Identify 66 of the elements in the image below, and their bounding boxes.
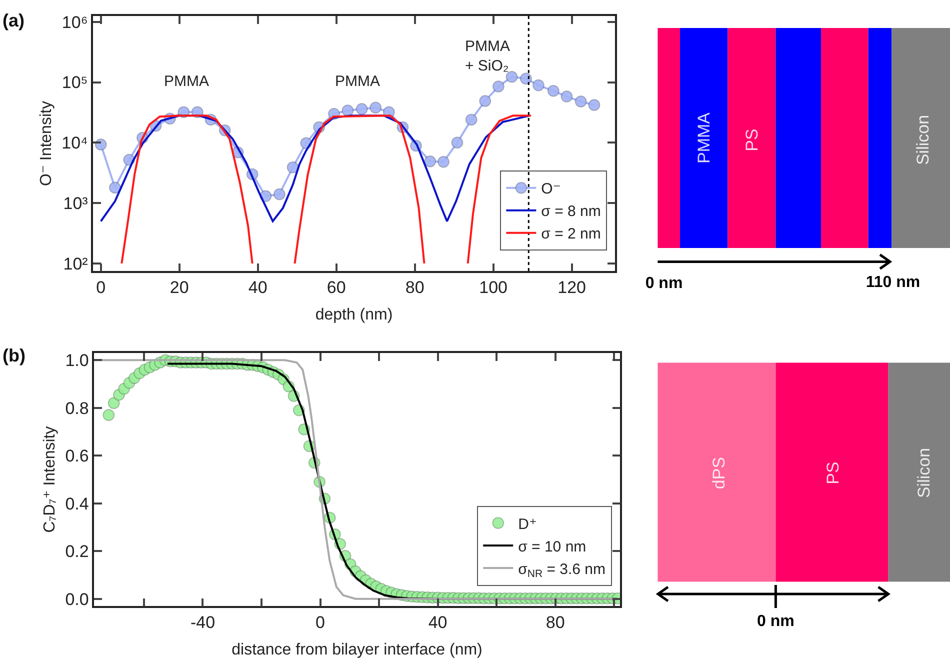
point bbox=[520, 72, 532, 85]
x-tick-label: 40 bbox=[428, 613, 448, 632]
y-tick-label: 0.2 bbox=[65, 542, 89, 562]
legend-label: σ = 8 nm bbox=[541, 203, 601, 220]
point bbox=[479, 94, 492, 107]
text: 0 nm bbox=[757, 612, 794, 630]
x-tick-label: 40 bbox=[248, 278, 268, 298]
point bbox=[273, 188, 286, 200]
y-tick-label: 10⁴ bbox=[62, 134, 88, 153]
point bbox=[356, 103, 368, 116]
x-tick-label: 120 bbox=[558, 278, 586, 298]
legend-label: D⁺ bbox=[518, 516, 537, 533]
y-tick-label: 0.6 bbox=[65, 446, 89, 466]
point bbox=[424, 155, 436, 168]
y-tick-label: 10² bbox=[63, 254, 88, 274]
y-tick-label: 10⁶ bbox=[62, 12, 88, 32]
chart-title: (a) bbox=[2, 10, 25, 30]
point bbox=[370, 102, 382, 114]
x-tick-label: 80 bbox=[546, 613, 565, 632]
point bbox=[506, 70, 518, 83]
x-tick-label: 60 bbox=[326, 278, 346, 298]
y-axis-title: O⁻ Intensity bbox=[38, 101, 56, 186]
legend-label: σ = 10 nm bbox=[518, 538, 586, 556]
annotation: PMMA bbox=[164, 73, 209, 90]
x-tick-label: 80 bbox=[405, 278, 424, 298]
annotation: PMMA + SiO₂ bbox=[465, 38, 510, 74]
legend-label: O⁻ bbox=[541, 180, 561, 198]
point bbox=[547, 84, 560, 97]
text: PMMA bbox=[694, 112, 714, 164]
point bbox=[574, 96, 587, 108]
text: dPS bbox=[710, 456, 728, 490]
x-axis-title: distance from bilayer interface (nm) bbox=[232, 641, 482, 658]
chart-title: (b) bbox=[2, 345, 26, 366]
point bbox=[286, 161, 299, 174]
point bbox=[94, 138, 107, 151]
y-axis-title: C₇D₇⁺ Intensity bbox=[42, 426, 59, 533]
y-tick-label: 0.4 bbox=[65, 494, 89, 514]
x-tick-label: 0 bbox=[96, 278, 106, 298]
point bbox=[465, 114, 478, 126]
text: Silicon bbox=[914, 114, 933, 166]
point bbox=[588, 99, 600, 112]
x-axis-title: depth (nm) bbox=[315, 306, 393, 324]
x-tick-label: 100 bbox=[479, 278, 508, 298]
point bbox=[451, 136, 464, 149]
point bbox=[532, 79, 544, 92]
text: 0 nm bbox=[645, 275, 683, 292]
point bbox=[560, 90, 573, 103]
text: PS bbox=[742, 128, 762, 152]
point bbox=[342, 104, 354, 117]
point bbox=[492, 80, 504, 93]
y-tick-label: 0.0 bbox=[65, 590, 89, 609]
y-tick-label: 1.0 bbox=[65, 351, 89, 370]
text: PS bbox=[824, 462, 842, 484]
y-tick-label: 10⁵ bbox=[62, 73, 88, 92]
text: Silicon bbox=[914, 448, 934, 498]
y-tick-label: 0.8 bbox=[65, 398, 89, 418]
x-tick-label: -40 bbox=[190, 613, 216, 632]
x-tick-label: 20 bbox=[170, 278, 189, 298]
text: 110 nm bbox=[866, 274, 920, 291]
point bbox=[108, 182, 121, 194]
legend-label: σ = 2 nm bbox=[541, 226, 601, 243]
y-tick-label: 10³ bbox=[63, 194, 88, 213]
x-tick-label: 0 bbox=[316, 613, 326, 632]
point bbox=[437, 156, 450, 168]
annotation: PMMA bbox=[335, 73, 380, 90]
legend-label: σ$_{NR}$ = 3.6 nm bbox=[518, 560, 606, 580]
